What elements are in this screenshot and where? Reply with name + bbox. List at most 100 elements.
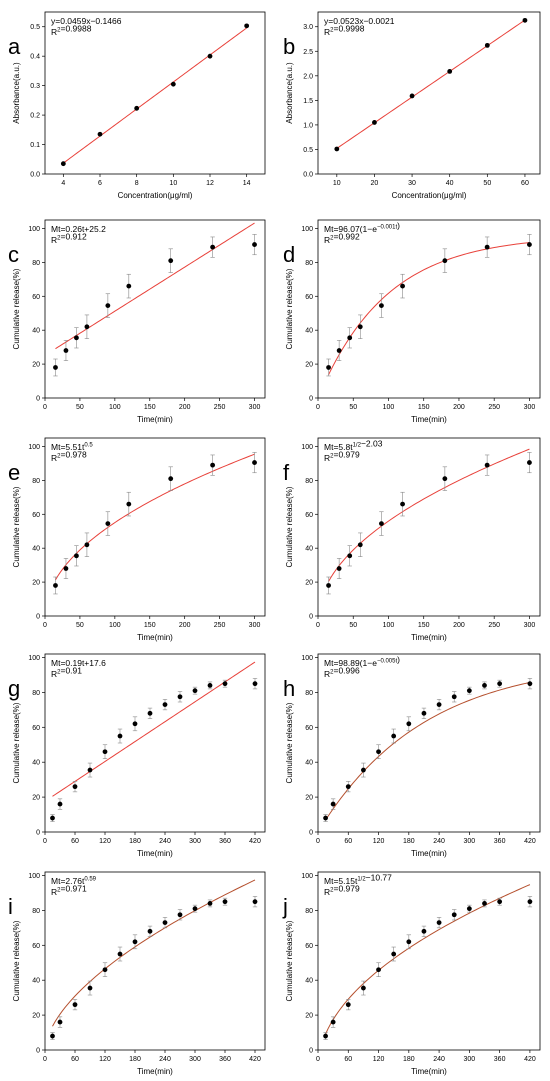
plot-frame (317, 437, 541, 617)
y-axis-title: Cumulative release(%) (285, 486, 294, 567)
panel-letter: e (8, 460, 20, 485)
y-tick-label: 80 (32, 690, 40, 697)
panel-letter: i (8, 894, 13, 919)
x-tick-label: 50 (76, 404, 84, 411)
x-tick-label: 60 (71, 1056, 79, 1063)
data-point (74, 335, 79, 341)
x-tick-label: 420 (524, 838, 536, 845)
data-point (244, 23, 250, 29)
data-point (497, 681, 503, 687)
y-tick-label: 40 (305, 328, 313, 335)
x-tick-label: 0 (316, 838, 320, 845)
y-tick-label: 3.0 (303, 24, 313, 31)
y-tick-label: 20 (305, 1013, 313, 1020)
data-point (482, 901, 487, 906)
data-point (50, 815, 55, 821)
x-tick-label: 10 (333, 180, 341, 187)
x-tick-label: 120 (373, 1056, 385, 1063)
y-tick-label: 0.5 (303, 147, 313, 154)
fit-line (325, 681, 531, 821)
data-point (336, 566, 342, 571)
chart-panel-g: 0 60 120 180 240 300 360 420 0 20 40 60 80 100 Time(mi… (8, 653, 266, 858)
data-point (527, 681, 533, 687)
x-tick-label: 120 (99, 838, 111, 845)
data-point (326, 365, 331, 370)
x-tick-label: 420 (524, 1056, 536, 1063)
data-point (466, 906, 472, 912)
x-tick-label: 100 (109, 404, 121, 411)
data-point (347, 335, 353, 341)
y-tick-label: 0.1 (30, 142, 40, 149)
data-point (84, 542, 90, 548)
y-tick-label: 60 (32, 294, 40, 301)
x-tick-label: 60 (71, 838, 79, 845)
data-point (391, 951, 397, 957)
x-tick-label: 300 (189, 838, 201, 845)
fit-annotation: R2=0.979 (324, 884, 360, 898)
x-axis-title: Time(min) (411, 633, 447, 642)
plot-frame (44, 11, 266, 175)
x-tick-label: 100 (383, 404, 395, 411)
data-point (330, 801, 336, 807)
y-tick-label: 100 (301, 655, 313, 662)
x-tick-label: 250 (214, 622, 226, 629)
data-point (326, 583, 331, 588)
y-tick-label: 100 (301, 873, 313, 880)
data-point (134, 105, 140, 111)
data-point (421, 928, 427, 934)
data-point (50, 1033, 55, 1039)
x-tick-label: 10 (169, 180, 177, 187)
y-tick-label: 20 (32, 362, 40, 369)
chart-panel-h: 0 60 120 180 240 300 360 420 0 20 40 60 80 100 Time(mi… (283, 653, 541, 858)
data-point (147, 710, 153, 716)
data-point (357, 324, 363, 330)
y-tick-label: 80 (305, 908, 313, 915)
y-tick-label: 60 (305, 294, 313, 301)
y-axis-title: Cumulative release(%) (12, 920, 21, 1001)
data-point (421, 710, 427, 716)
x-axis-title: Concentration(μg/ml) (392, 191, 467, 200)
data-point (162, 920, 168, 926)
chart-panel-i: 0 60 120 180 240 300 360 420 0 20 40 60 80 100 Time(mi… (8, 871, 266, 1076)
x-axis-title: Time(min) (411, 1067, 447, 1076)
fit-annotation: Mt=5.15t1/2−10.77 (324, 873, 392, 887)
x-tick-label: 300 (524, 404, 536, 411)
panel-letter: b (283, 34, 295, 59)
data-point (447, 69, 453, 74)
data-point (484, 244, 490, 250)
x-tick-label: 240 (159, 1056, 171, 1063)
y-tick-label: 100 (301, 444, 313, 451)
x-tick-label: 180 (129, 838, 141, 845)
fit-annotation: R2=0.9998 (324, 24, 365, 38)
x-axis-title: Time(min) (411, 415, 447, 424)
data-point (53, 365, 58, 370)
plot-frame (44, 219, 266, 399)
x-tick-label: 100 (109, 622, 121, 629)
fit-annotation: Mt=2.76t0.59 (51, 876, 97, 886)
data-point (376, 967, 381, 973)
x-tick-label: 50 (483, 180, 491, 187)
x-tick-label: 60 (344, 1056, 352, 1063)
y-tick-label: 0 (36, 614, 40, 621)
data-point (406, 939, 412, 945)
x-tick-label: 20 (371, 180, 379, 187)
data-point (527, 242, 532, 247)
data-point (484, 462, 490, 468)
x-tick-label: 40 (446, 180, 454, 187)
data-point (192, 906, 198, 912)
x-tick-label: 0 (43, 622, 47, 629)
data-point (400, 283, 405, 289)
y-tick-label: 100 (301, 226, 313, 233)
data-point (192, 688, 198, 694)
plot-frame (44, 437, 266, 617)
fit-annotation: y=0.0459x−0.1466 (51, 16, 122, 26)
y-tick-label: 20 (32, 795, 40, 802)
x-tick-label: 300 (249, 404, 261, 411)
x-tick-label: 200 (179, 622, 191, 629)
data-point (252, 242, 257, 247)
data-point (527, 899, 533, 905)
data-point (63, 348, 69, 353)
data-point (379, 521, 384, 527)
y-tick-label: 100 (28, 444, 40, 451)
